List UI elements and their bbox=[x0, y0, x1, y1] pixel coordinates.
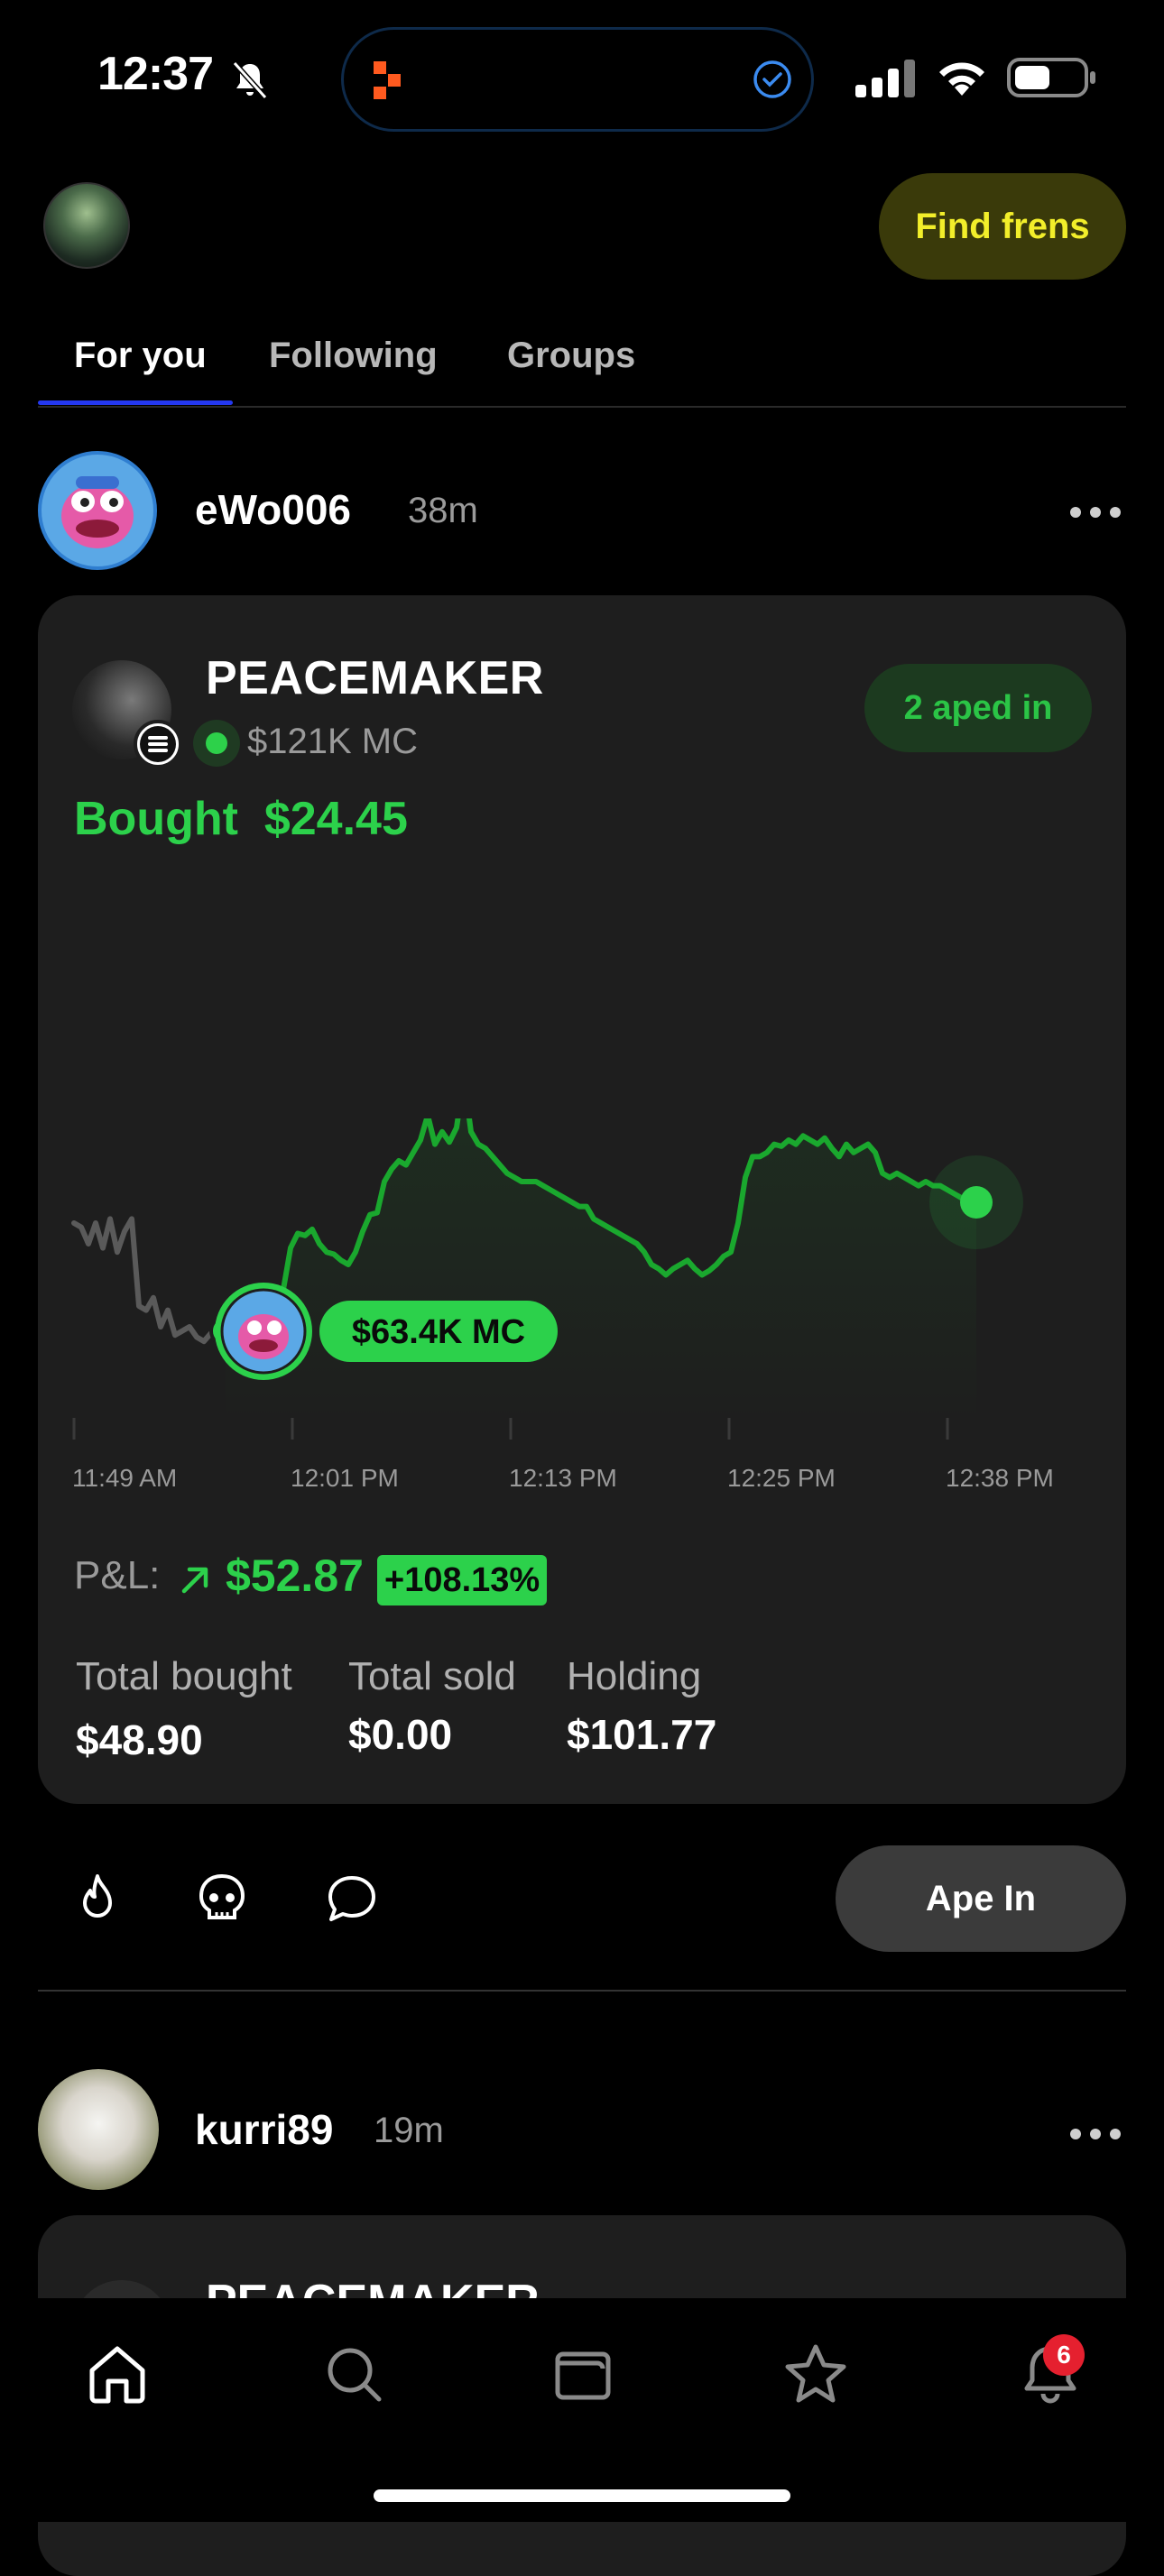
price-chart[interactable]: 11:49 AM 12:01 PM 12:13 PM 12:25 PM 12:38 PM… bbox=[38, 1118, 1126, 1497]
home-indicator bbox=[374, 2489, 790, 2502]
comment-icon[interactable] bbox=[323, 1871, 381, 1928]
bought-summary: Bought $24.45 bbox=[74, 792, 408, 846]
pnl-value: $52.87 bbox=[226, 1550, 364, 1601]
post-author-avatar[interactable] bbox=[38, 2069, 159, 2190]
more-options-icon[interactable] bbox=[1068, 2127, 1122, 2141]
pnl-percent-badge: +108.13% bbox=[377, 1555, 548, 1605]
feed-tabs: For you Following Groups bbox=[38, 327, 1126, 409]
profile-avatar[interactable] bbox=[43, 182, 130, 269]
tab-for-you[interactable]: For you bbox=[74, 336, 207, 375]
token-name[interactable]: PEACEMAKER bbox=[206, 652, 544, 704]
entry-avatar-eye bbox=[247, 1320, 262, 1335]
active-tab-indicator bbox=[38, 400, 233, 405]
stat-holding-label: Holding bbox=[567, 1654, 702, 1698]
notification-count-badge: 6 bbox=[1043, 2334, 1085, 2376]
wifi-icon bbox=[939, 62, 984, 96]
tab-groups[interactable]: Groups bbox=[507, 336, 636, 375]
x-tick-label: 12:25 PM bbox=[727, 1464, 836, 1492]
stat-total-sold-label: Total sold bbox=[348, 1654, 516, 1698]
status-time: 12:37 bbox=[97, 48, 214, 100]
live-dot bbox=[206, 732, 227, 754]
post-username[interactable]: eWo006 bbox=[195, 486, 352, 533]
check-circle-icon bbox=[753, 60, 791, 98]
app-logo-icon bbox=[374, 61, 401, 99]
entry-avatar-face bbox=[238, 1314, 289, 1359]
pnl-label: P&L: bbox=[74, 1553, 161, 1597]
stat-holding-value: $101.77 bbox=[567, 1711, 717, 1758]
bought-amount: $24.45 bbox=[263, 793, 408, 845]
entry-avatar-eye bbox=[267, 1320, 282, 1335]
entry-mc-label: $63.4K MC bbox=[352, 1313, 525, 1351]
market-cap: $121K MC bbox=[247, 722, 418, 761]
wallet-icon[interactable] bbox=[549, 2340, 617, 2408]
chart-area-fill bbox=[226, 1118, 976, 1425]
battery-icon bbox=[1007, 58, 1095, 97]
post-author-avatar[interactable] bbox=[38, 451, 157, 570]
ape-in-button[interactable]: Ape In bbox=[836, 1845, 1126, 1952]
solana-icon bbox=[134, 720, 182, 768]
post-time: 38m bbox=[408, 491, 478, 530]
chart-line bbox=[223, 1118, 979, 1334]
fire-icon[interactable] bbox=[69, 1871, 126, 1928]
cellular-signal-icon bbox=[855, 60, 915, 97]
home-icon[interactable] bbox=[83, 2340, 152, 2408]
chart-line-before-entry bbox=[71, 1216, 228, 1345]
tabs-divider bbox=[38, 406, 1126, 408]
skull-icon[interactable] bbox=[193, 1871, 251, 1928]
arrow-up-right-icon bbox=[181, 1567, 208, 1594]
bought-label: Bought bbox=[74, 793, 238, 845]
x-tick-label: 12:13 PM bbox=[509, 1464, 617, 1492]
entry-avatar-mouth bbox=[249, 1339, 278, 1352]
search-icon[interactable] bbox=[319, 2340, 388, 2408]
stat-total-bought-label: Total bought bbox=[76, 1654, 292, 1698]
more-options-icon[interactable] bbox=[1068, 505, 1122, 520]
current-price-dot bbox=[960, 1186, 993, 1219]
bottom-nav bbox=[0, 2298, 1164, 2522]
dynamic-island bbox=[341, 27, 814, 132]
aped-in-badge[interactable]: 2 aped in bbox=[864, 664, 1092, 752]
x-tick-label: 11:49 AM bbox=[72, 1464, 177, 1492]
post-divider bbox=[38, 1990, 1126, 1992]
star-icon[interactable] bbox=[781, 2340, 850, 2408]
post-time: 19m bbox=[374, 2111, 444, 2150]
bell-muted-icon bbox=[232, 60, 268, 100]
stat-total-bought-value: $48.90 bbox=[76, 1716, 203, 1763]
entry-mc-pill bbox=[319, 1301, 558, 1362]
x-tick-label: 12:38 PM bbox=[946, 1464, 1054, 1492]
stat-total-sold-value: $0.00 bbox=[348, 1711, 453, 1758]
post-username[interactable]: kurri89 bbox=[195, 2106, 334, 2153]
find-frens-button[interactable]: Find frens bbox=[879, 173, 1126, 280]
x-tick-label: 12:01 PM bbox=[291, 1464, 399, 1492]
tab-following[interactable]: Following bbox=[269, 336, 438, 375]
